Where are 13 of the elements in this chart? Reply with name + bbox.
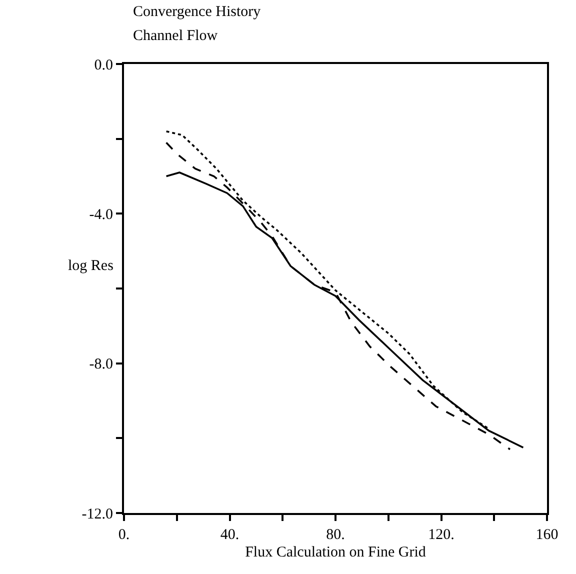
x-axis-title: Flux Calculation on Fine Grid bbox=[245, 544, 426, 560]
chart-subtitle: Channel Flow bbox=[133, 28, 218, 44]
x-tick-label: 160 bbox=[536, 527, 558, 543]
y-tick-label: -4.0 bbox=[89, 206, 113, 223]
y-tick-label: -8.0 bbox=[89, 356, 113, 373]
x-tick-label: 120. bbox=[428, 527, 454, 543]
chart-title: Convergence History bbox=[133, 4, 262, 20]
y-tick-label: -12.0 bbox=[82, 506, 113, 522]
x-tick-label: 80. bbox=[326, 527, 345, 543]
x-tick-label: 0. bbox=[118, 527, 130, 543]
y-tick-label: 0.0 bbox=[94, 57, 113, 74]
x-tick-label: 40. bbox=[220, 527, 240, 543]
y-axis-title: log Res bbox=[68, 258, 114, 274]
